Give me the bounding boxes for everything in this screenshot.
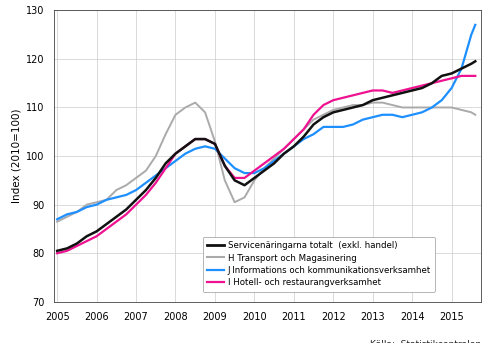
Text: Källa:  Statistikcentralen: Källa: Statistikcentralen <box>370 340 481 343</box>
Y-axis label: Index (2010=100): Index (2010=100) <box>12 109 22 203</box>
Legend: Servicenäringarna totalt  (exkl. handel), H Transport och Magasinering, J Inform: Servicenäringarna totalt (exkl. handel),… <box>203 237 435 292</box>
